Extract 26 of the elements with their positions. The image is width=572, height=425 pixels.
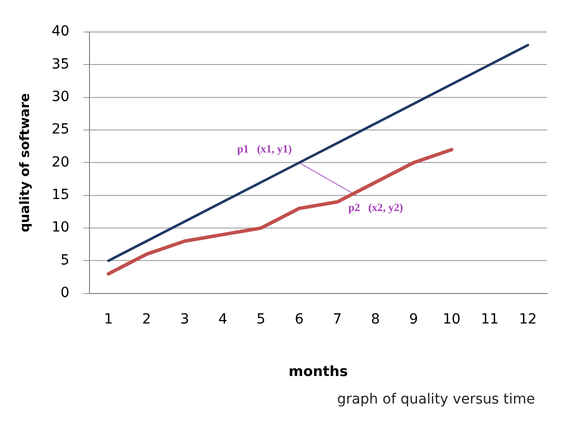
x-tick-label: 10 — [442, 311, 461, 328]
x-axis-title: months — [288, 364, 348, 380]
y-tick-label: 10 — [52, 220, 70, 236]
x-tick-label: 1 — [104, 311, 113, 328]
y-tick-label: 5 — [60, 252, 70, 268]
x-tick-label: 9 — [409, 311, 418, 328]
annotation: p1 (x1, y1) — [237, 144, 292, 156]
y-tick-label: 15 — [52, 187, 70, 204]
y-tick-label: 30 — [52, 88, 70, 105]
x-tick-label: 4 — [218, 311, 228, 328]
y-tick-label: 40 — [52, 24, 70, 40]
y-tick-label: 35 — [52, 56, 70, 72]
x-tick-label: 7 — [332, 311, 342, 328]
x-tick-label: 11 — [480, 311, 499, 328]
x-tick-label: 6 — [294, 311, 304, 328]
annotation: p2 (x2, y2) — [348, 202, 404, 214]
y-axis-title: quality of software — [18, 92, 34, 232]
y-tick-label: 25 — [52, 122, 70, 138]
x-tick-label: 2 — [142, 311, 152, 328]
x-tick-label: 3 — [180, 311, 190, 328]
y-tick-label: 20 — [52, 154, 70, 170]
x-tick-label: 8 — [370, 311, 380, 328]
x-tick-label: 5 — [256, 311, 266, 328]
text: graph of quality versus time — [337, 392, 535, 408]
y-tick-label: 0 — [60, 285, 70, 302]
x-tick-label: 12 — [519, 311, 537, 328]
